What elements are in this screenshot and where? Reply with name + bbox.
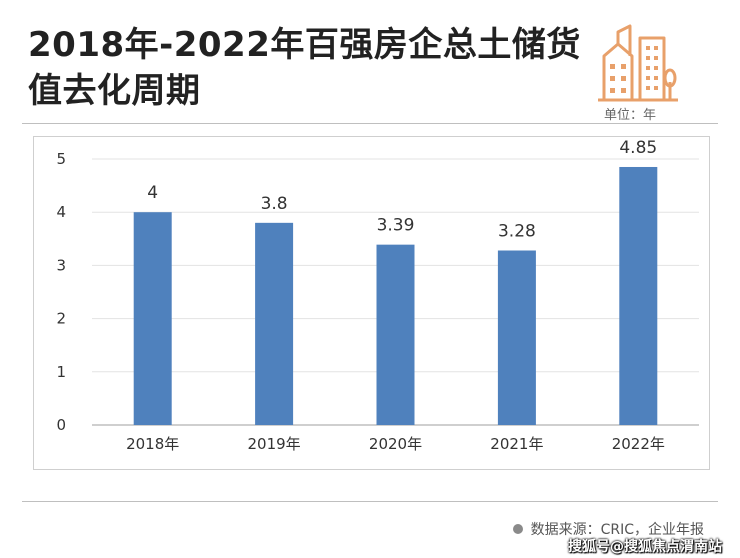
unit-label: 单位：年: [604, 108, 657, 123]
y-tick-label: 1: [56, 363, 66, 381]
y-tick-label: 0: [56, 416, 66, 434]
bullet-icon: [512, 524, 523, 534]
x-tick-label: 2020年: [369, 435, 422, 453]
data-label: 4: [147, 183, 158, 203]
page-title: 2018年-2022年百强房企总土储货值去化周期: [28, 25, 581, 111]
source-note: 数据来源：CRIC，企业年报: [512, 519, 704, 539]
bottom-divider: [22, 501, 718, 502]
x-tick-label: 2019年: [248, 435, 301, 453]
bar: [619, 166, 658, 426]
source-text: 数据来源：CRIC，企业年报: [530, 522, 704, 538]
top-divider: [22, 123, 718, 124]
y-tick-label: 5: [56, 150, 66, 168]
bar: [376, 244, 415, 425]
bar: [497, 250, 536, 425]
data-label: 3.8: [261, 194, 288, 214]
bar: [255, 222, 294, 425]
x-tick-label: 2022年: [612, 435, 665, 453]
bar-chart: 0 1 2 3 4 5 4 2018年 3.8 2019年 3.39 2020年 3.28 2021年 4.…: [56, 138, 699, 453]
x-tick-label: 2018年: [126, 435, 179, 453]
buildings-icon: [598, 24, 678, 102]
y-tick-label: 2: [56, 310, 66, 328]
bar: [133, 212, 172, 425]
watermark: 搜狐号@搜狐焦点渭南站: [568, 539, 722, 555]
y-tick-label: 3: [56, 256, 66, 274]
data-label: 3.28: [498, 222, 536, 242]
y-tick-label: 4: [56, 203, 66, 221]
chart-frame: 0 1 2 3 4 5 4 2018年 3.8 2019年 3.39 2020年 3.28 2021年 4.…: [33, 136, 710, 470]
data-label: 4.85: [619, 138, 657, 158]
x-tick-label: 2021年: [490, 435, 543, 453]
data-label: 3.39: [377, 216, 415, 236]
